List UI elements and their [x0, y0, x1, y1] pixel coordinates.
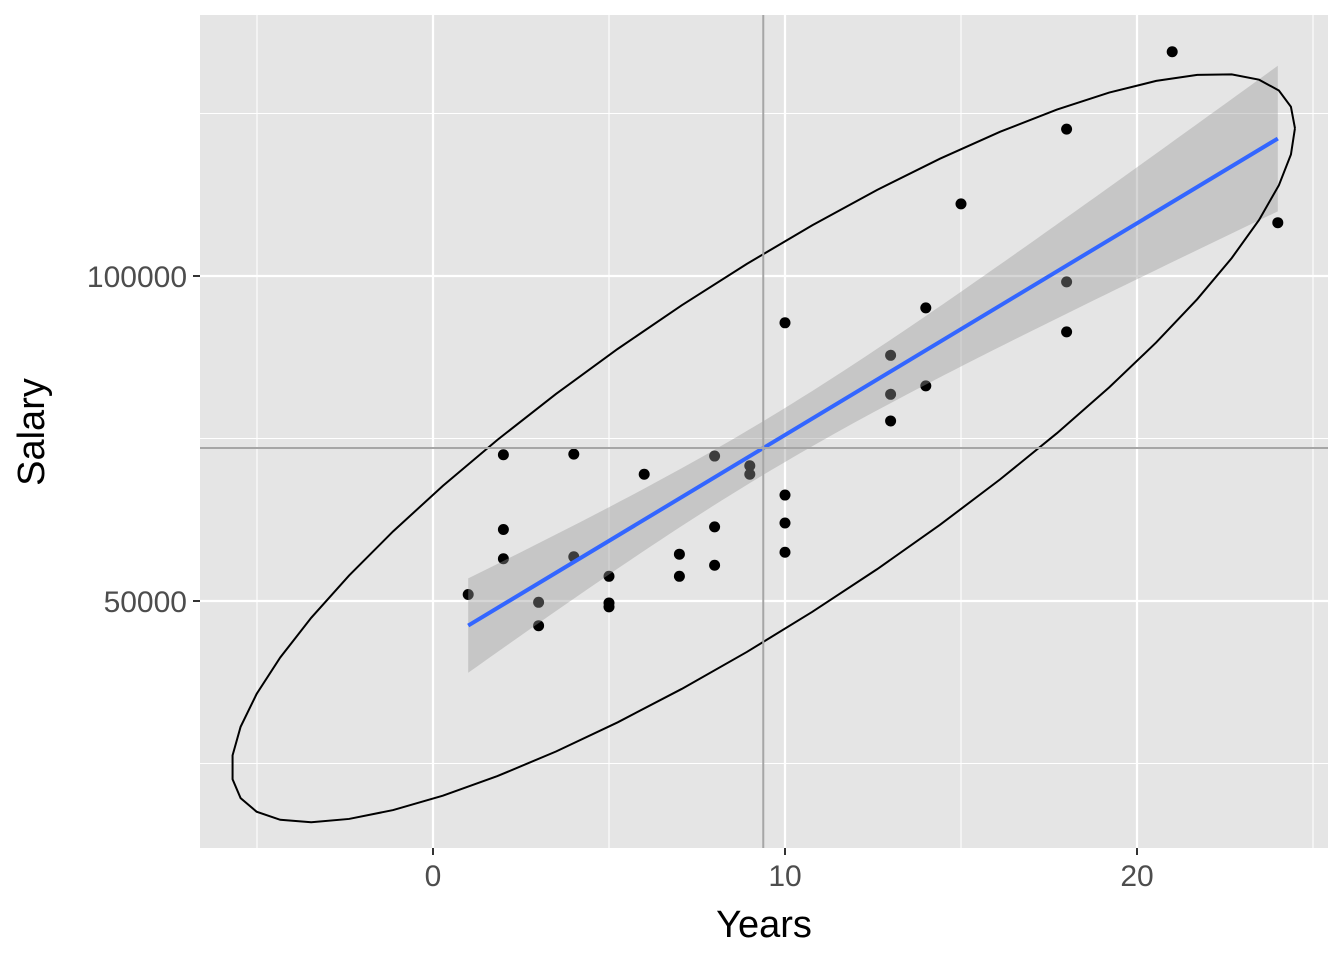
data-point	[885, 415, 897, 427]
data-point	[920, 302, 932, 314]
x-tick-label: 0	[425, 860, 442, 893]
axes: 0 10 20 50000 100000	[87, 261, 1154, 893]
data-point	[1061, 123, 1073, 135]
data-point	[885, 388, 897, 400]
data-points	[462, 46, 1284, 632]
y-tick-label: 100000	[87, 261, 187, 294]
data-point	[603, 570, 615, 582]
data-point	[497, 449, 509, 461]
data-point	[885, 349, 897, 361]
confidence-band	[468, 65, 1278, 673]
data-point	[497, 553, 509, 565]
data-point	[1166, 46, 1178, 58]
data-point	[1061, 326, 1073, 338]
data-point	[709, 450, 721, 462]
data-point	[673, 570, 685, 582]
x-tick-label: 10	[768, 860, 801, 893]
x-axis-label: Years	[716, 904, 812, 946]
data-point	[497, 524, 509, 535]
data-point	[1272, 217, 1284, 229]
data-point	[673, 548, 685, 560]
y-tick-label: 50000	[104, 586, 187, 619]
data-point	[779, 517, 791, 529]
data-point	[533, 596, 545, 608]
data-point	[744, 468, 756, 480]
overlays	[200, 15, 1328, 848]
data-point	[779, 546, 791, 558]
data-point	[638, 468, 650, 480]
data-point	[920, 380, 932, 392]
data-point	[603, 601, 615, 613]
data-point	[744, 460, 756, 472]
data-point	[533, 620, 545, 632]
data-point	[955, 198, 967, 210]
data-point	[709, 521, 721, 533]
data-point	[779, 317, 791, 329]
data-point	[1061, 276, 1073, 288]
y-axis-label: Salary	[11, 378, 53, 486]
x-tick-label: 20	[1120, 860, 1153, 893]
data-point	[462, 589, 474, 600]
confidence-ellipse	[231, 73, 1296, 824]
regression-line	[467, 136, 1279, 628]
data-point	[779, 489, 791, 501]
data-point	[568, 448, 580, 460]
data-point	[709, 559, 721, 571]
